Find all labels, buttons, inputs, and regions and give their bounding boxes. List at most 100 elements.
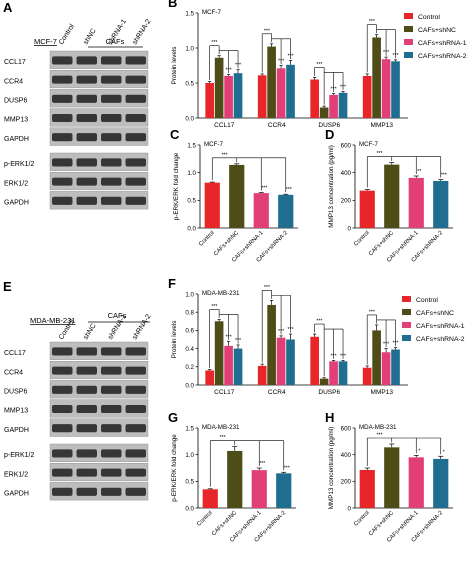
band: [76, 133, 97, 142]
bar: [278, 194, 294, 228]
band: [101, 177, 122, 186]
band: [76, 177, 97, 186]
band: [76, 366, 97, 375]
cafs-label: CAFs: [106, 37, 125, 46]
legend-f: Control CAFs+shNC CAFs+shRNA-1 CAFs+shRNA-2: [402, 296, 465, 343]
band: [52, 449, 73, 458]
y-tick-label: 0.0: [187, 225, 196, 232]
panel-letter: D: [325, 127, 334, 142]
y-tick-label: 1.5: [187, 142, 196, 149]
y-tick-label: 0.5: [185, 80, 194, 87]
y-tick-label: 0.4: [185, 346, 194, 353]
band: [125, 449, 146, 458]
band: [125, 385, 146, 394]
y-tick-label: 0.8: [185, 310, 194, 317]
band: [52, 366, 73, 375]
x-tick-label: DUSP6: [318, 122, 340, 129]
y-axis-label: Protein levels: [171, 321, 178, 359]
band: [76, 385, 97, 394]
y-tick-label: 200: [341, 479, 352, 486]
band: [76, 158, 97, 167]
blot-row-background: [49, 341, 149, 360]
legend-swatch: [404, 52, 413, 58]
y-axis-label: p-ERK/ERK fold change: [171, 434, 178, 502]
panel-letter: F: [168, 276, 176, 291]
bar: [391, 61, 400, 118]
bar: [214, 57, 224, 118]
y-tick-label: 0.2: [185, 364, 194, 371]
band-label: ERK1/2: [4, 180, 28, 187]
western-blot-panel-e: E MDA-MB-231 CAFs Control shNC shRNA-1 shRN…: [3, 279, 153, 501]
sig-label: ***: [264, 28, 270, 34]
y-tick-label: 0.6: [185, 328, 194, 335]
bar: [286, 339, 295, 385]
sig-label: ***: [441, 173, 447, 179]
bar: [205, 83, 214, 118]
bar: [257, 75, 267, 118]
legend-swatch: [404, 13, 413, 19]
legend-swatch: [404, 26, 413, 32]
band-label: CCR4: [4, 369, 23, 376]
sig-label: ***: [259, 461, 265, 467]
panel-letter-a: A: [3, 0, 13, 15]
band: [52, 404, 73, 414]
band: [52, 385, 73, 394]
chart-h: 0 200 400 600 MMP13 concentration (pg/ml) H MD…: [325, 410, 453, 544]
sig-label: ***: [331, 87, 337, 93]
band: [76, 56, 97, 65]
legend-label: CAFs+shRNA-1: [416, 323, 465, 330]
band: [125, 347, 146, 356]
y-tick-label: 0: [348, 505, 352, 512]
y-tick-label: 1.0: [187, 170, 196, 177]
band: [52, 468, 73, 477]
bar: [267, 304, 276, 385]
band-label: MMP13: [4, 117, 28, 124]
bar: [338, 361, 348, 385]
band-label: GAPDH: [4, 136, 29, 143]
bar: [359, 470, 375, 508]
x-tick-label: CCR4: [268, 122, 286, 129]
band: [101, 94, 122, 103]
sig-label: **: [417, 169, 421, 175]
band: [52, 347, 73, 356]
sig-label: ***: [392, 53, 398, 59]
y-tick-label: 400: [341, 170, 352, 177]
blot-row-background: [49, 69, 149, 89]
bar: [253, 193, 269, 228]
sig-label: ***: [287, 327, 293, 333]
band: [101, 385, 122, 394]
bar: [381, 59, 391, 118]
band-label: DUSP6: [4, 388, 27, 395]
chart-subtitle: MDA-MB-231: [359, 424, 397, 431]
band: [76, 113, 97, 123]
blot-row-background: [49, 399, 149, 418]
band-rows: CCL17 CCR4 DUSP6 MMP13 GAPDH p-ERK1/2 ERK1/2 GA…: [4, 50, 149, 210]
band-label: GAPDH: [4, 490, 29, 497]
band: [52, 177, 73, 186]
bar: [224, 76, 233, 118]
sig-label: ***: [316, 62, 322, 68]
band: [52, 158, 73, 167]
band: [76, 468, 97, 477]
band: [125, 468, 146, 477]
y-tick-label: 600: [341, 142, 352, 149]
bar: [362, 76, 372, 118]
y-axis-label: MMP13 concentration (pg/ml): [328, 427, 335, 510]
sig-label: ***: [261, 186, 267, 192]
band: [125, 404, 146, 414]
bar: [372, 37, 381, 118]
band: [125, 158, 146, 167]
blot-row-background: [49, 418, 149, 437]
bar: [408, 177, 424, 228]
band: [76, 94, 97, 103]
band: [101, 347, 122, 356]
sig-label: ***: [316, 319, 322, 325]
bar: [329, 94, 338, 118]
bar: [384, 164, 400, 228]
band-label: ERK1/2: [4, 471, 28, 478]
bar: [286, 64, 295, 118]
bar: [257, 365, 267, 385]
legend-label: CAFs+shNC: [418, 27, 456, 34]
y-tick-label: 200: [341, 198, 352, 205]
